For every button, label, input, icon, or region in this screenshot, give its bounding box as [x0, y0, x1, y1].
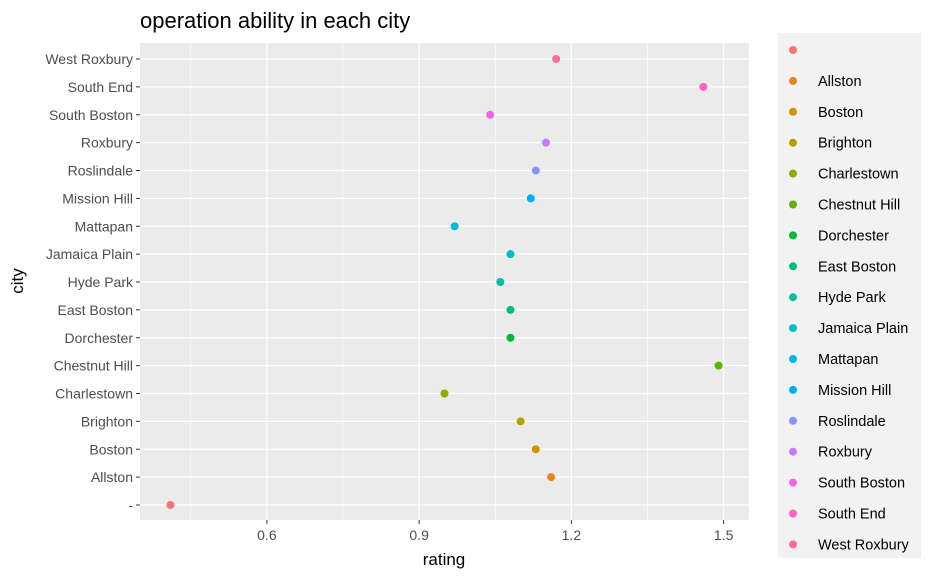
data-point	[450, 222, 459, 231]
legend: Allston Boston Brighton Charlestown Chestnut…	[783, 40, 910, 555]
legend-swatch	[789, 138, 797, 147]
y-tick-label: South Boston	[49, 107, 133, 123]
x-tick-label: 1.2	[562, 527, 582, 543]
y-tick-label: East Boston	[58, 302, 134, 318]
data-point	[547, 473, 556, 482]
data-point	[526, 194, 535, 203]
data-point	[496, 278, 505, 286]
legend-swatch	[789, 355, 797, 363]
legend-label: Allston	[818, 74, 862, 90]
data-point	[542, 138, 550, 147]
legend-label: Mattapan	[818, 352, 878, 368]
legend-swatch	[789, 200, 797, 209]
legend-label: South Boston	[818, 476, 905, 492]
x-tick-label: 0.6	[257, 527, 277, 543]
legend-swatch	[789, 478, 797, 487]
legend-swatch	[789, 169, 797, 178]
legend-swatch	[789, 509, 797, 518]
legend-swatch	[789, 385, 797, 394]
data-points	[166, 55, 723, 509]
legend-swatch	[789, 324, 797, 333]
data-point	[166, 501, 175, 509]
data-point	[516, 417, 525, 426]
y-tick-label: Mattapan	[75, 218, 133, 234]
data-point	[506, 333, 515, 342]
major-gridlines	[140, 43, 749, 520]
y-tick-label: Charlestown	[55, 386, 133, 402]
legend-label: Boston	[818, 105, 863, 121]
legend-swatch	[789, 46, 797, 54]
y-tick-label: -	[128, 497, 133, 513]
data-point	[714, 361, 723, 370]
legend-label: Mission Hill	[818, 383, 891, 399]
legend-swatch	[789, 540, 797, 549]
legend-swatch	[789, 262, 797, 271]
y-tick-label: Roxbury	[81, 135, 133, 151]
y-tick-label: West Roxbury	[45, 51, 133, 67]
y-tick-label: Chestnut Hill	[54, 358, 133, 374]
legend-label: Roslindale	[818, 414, 886, 430]
x-axis: 0.6 0.9 1.2 1.5	[257, 520, 734, 543]
data-point	[552, 55, 561, 63]
legend-label: Charlestown	[818, 167, 899, 183]
legend-swatch	[789, 416, 797, 425]
y-tick-label: Mission Hill	[62, 190, 133, 206]
legend-label: East Boston	[818, 259, 896, 275]
y-tick-label: Roslindale	[68, 163, 134, 179]
legend-swatch	[789, 107, 797, 116]
x-tick-label: 1.5	[714, 527, 734, 543]
y-tick-label: Brighton	[81, 413, 133, 429]
legend-label: Hyde Park	[818, 290, 886, 306]
legend-label: Chestnut Hill	[818, 198, 900, 214]
x-axis-title: rating	[423, 550, 466, 569]
data-point	[531, 166, 540, 175]
y-tick-label: South End	[68, 79, 133, 95]
legend-swatch	[789, 76, 797, 85]
data-point	[531, 445, 540, 454]
y-tick-label: Allston	[91, 469, 133, 485]
x-tick-label: 0.9	[409, 527, 429, 543]
legend-label: Dorchester	[818, 228, 889, 244]
data-point	[506, 305, 515, 314]
y-axis-title: city	[8, 268, 27, 294]
data-point	[699, 82, 708, 91]
chart-title: operation ability in each city	[140, 8, 410, 33]
y-tick-label: Boston	[89, 441, 133, 457]
legend-label: South End	[818, 507, 886, 523]
y-tick-label: Dorchester	[65, 330, 134, 346]
y-tick-label: Jamaica Plain	[46, 246, 133, 262]
data-point	[506, 250, 515, 259]
y-tick-label: Hyde Park	[68, 274, 134, 290]
legend-label: Jamaica Plain	[818, 321, 908, 337]
legend-label: West Roxbury	[818, 537, 910, 553]
legend-label: Roxbury	[818, 445, 873, 461]
legend-swatch	[789, 447, 797, 456]
data-point	[440, 389, 449, 398]
data-point	[486, 110, 495, 119]
legend-label: Brighton	[818, 136, 872, 152]
y-axis: - Allston Boston Brighton Charlestown Chestnu…	[45, 51, 140, 513]
legend-swatch	[789, 293, 797, 302]
legend-swatch	[789, 231, 797, 240]
